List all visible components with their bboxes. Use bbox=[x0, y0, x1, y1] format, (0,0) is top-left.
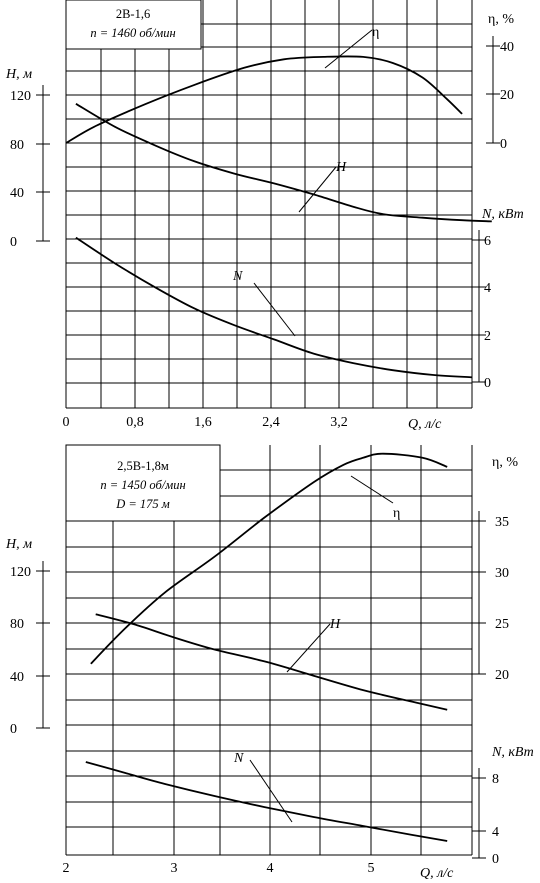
curve-leader-line bbox=[253, 282, 296, 337]
x-tick-label: 3 bbox=[171, 861, 178, 876]
info-box bbox=[65, 0, 202, 50]
power-tick-label: 2 bbox=[484, 329, 491, 344]
head-tick-label: 120 bbox=[10, 565, 31, 580]
info-box-line-2: n = 1460 об/мин bbox=[90, 26, 175, 40]
head-tick-label: 40 bbox=[10, 670, 24, 685]
axis-ticks: 2 3 4 5 0 40 80 120 20 25 30 35 0 4 8 bbox=[10, 511, 509, 876]
x-tick-label: 1,6 bbox=[194, 415, 212, 430]
pump-2b-chart: 0 0,8 1,6 2,4 3,2 0 40 80 120 0 20 40 0 2 4 6 2В-1,6 n … bbox=[5, 0, 524, 432]
power-axis-label: N, кВт bbox=[491, 745, 534, 760]
curve-eta bbox=[90, 452, 448, 665]
eff-tick-label: 25 bbox=[495, 617, 509, 632]
x-axis-label: Q, л/с bbox=[408, 417, 442, 432]
info-box bbox=[65, 444, 221, 522]
head-tick-label: 120 bbox=[10, 89, 31, 104]
x-tick-label: 5 bbox=[368, 861, 375, 876]
x-tick-label: 2 bbox=[63, 861, 70, 876]
head-tick-label: 80 bbox=[10, 138, 24, 153]
pump-2-5b-chart: 2 3 4 5 0 40 80 120 20 25 30 35 0 4 8 2,5В-1,8м n = 14… bbox=[5, 444, 534, 881]
eff-tick-label: 35 bbox=[495, 515, 509, 530]
power-axis-label: N, кВт bbox=[481, 207, 524, 222]
info-box-line-3: D = 175 м bbox=[115, 497, 170, 511]
x-tick-label: 4 bbox=[267, 861, 274, 876]
info-box-line-1: 2,5В-1,8м bbox=[117, 459, 169, 473]
head-axis-label: H, м bbox=[5, 537, 32, 552]
curve-label-h: H bbox=[329, 617, 341, 632]
power-tick-label: 6 bbox=[484, 234, 491, 249]
eff-axis-label: η, % bbox=[488, 12, 514, 27]
curve-leader-line bbox=[298, 166, 337, 213]
curves bbox=[85, 452, 448, 842]
curve-label-eta: η bbox=[393, 506, 400, 521]
x-tick-label: 3,2 bbox=[330, 415, 348, 430]
eff-tick-label: 20 bbox=[495, 668, 509, 683]
head-tick-label: 0 bbox=[10, 722, 17, 737]
curve-leader-line bbox=[350, 475, 394, 504]
curve-n bbox=[85, 761, 448, 842]
eff-axis-label: η, % bbox=[492, 455, 518, 470]
eff-tick-label: 20 bbox=[500, 88, 514, 103]
axis-ticks: 0 0,8 1,6 2,4 3,2 0 40 80 120 0 20 40 0 2 4 6 bbox=[10, 36, 514, 430]
head-tick-label: 80 bbox=[10, 617, 24, 632]
info-box-line-2: n = 1450 об/мин bbox=[100, 478, 185, 492]
curve-leader-line bbox=[286, 623, 331, 673]
power-tick-label: 0 bbox=[492, 852, 499, 867]
head-tick-label: 40 bbox=[10, 186, 24, 201]
eff-tick-label: 30 bbox=[495, 566, 509, 581]
curve-h bbox=[95, 613, 448, 711]
grid bbox=[65, 0, 473, 409]
x-tick-label: 0,8 bbox=[126, 415, 144, 430]
info-box-line-1: 2В-1,6 bbox=[116, 7, 150, 21]
eff-tick-label: 40 bbox=[500, 40, 514, 55]
head-tick-label: 0 bbox=[10, 235, 17, 250]
curve-label-n: N bbox=[232, 269, 243, 284]
curve-eta bbox=[65, 55, 463, 144]
head-axis-label: H, м bbox=[5, 67, 32, 82]
curve-h bbox=[75, 103, 492, 223]
x-axis-label: Q, л/с bbox=[420, 866, 454, 881]
curve-label-eta: η bbox=[372, 25, 379, 40]
power-tick-label: 4 bbox=[484, 281, 491, 296]
x-tick-label: 0 bbox=[63, 415, 70, 430]
curve-n bbox=[75, 236, 473, 379]
eff-tick-label: 0 bbox=[500, 137, 507, 152]
curve-leader-line bbox=[249, 759, 293, 823]
power-tick-label: 0 bbox=[484, 376, 491, 391]
curve-label-h: H bbox=[335, 160, 347, 175]
power-tick-label: 8 bbox=[492, 772, 499, 787]
curves bbox=[65, 29, 492, 379]
power-tick-label: 4 bbox=[492, 825, 499, 840]
curve-label-n: N bbox=[233, 751, 244, 766]
x-tick-label: 2,4 bbox=[262, 415, 280, 430]
curve-leader-line bbox=[324, 29, 373, 69]
